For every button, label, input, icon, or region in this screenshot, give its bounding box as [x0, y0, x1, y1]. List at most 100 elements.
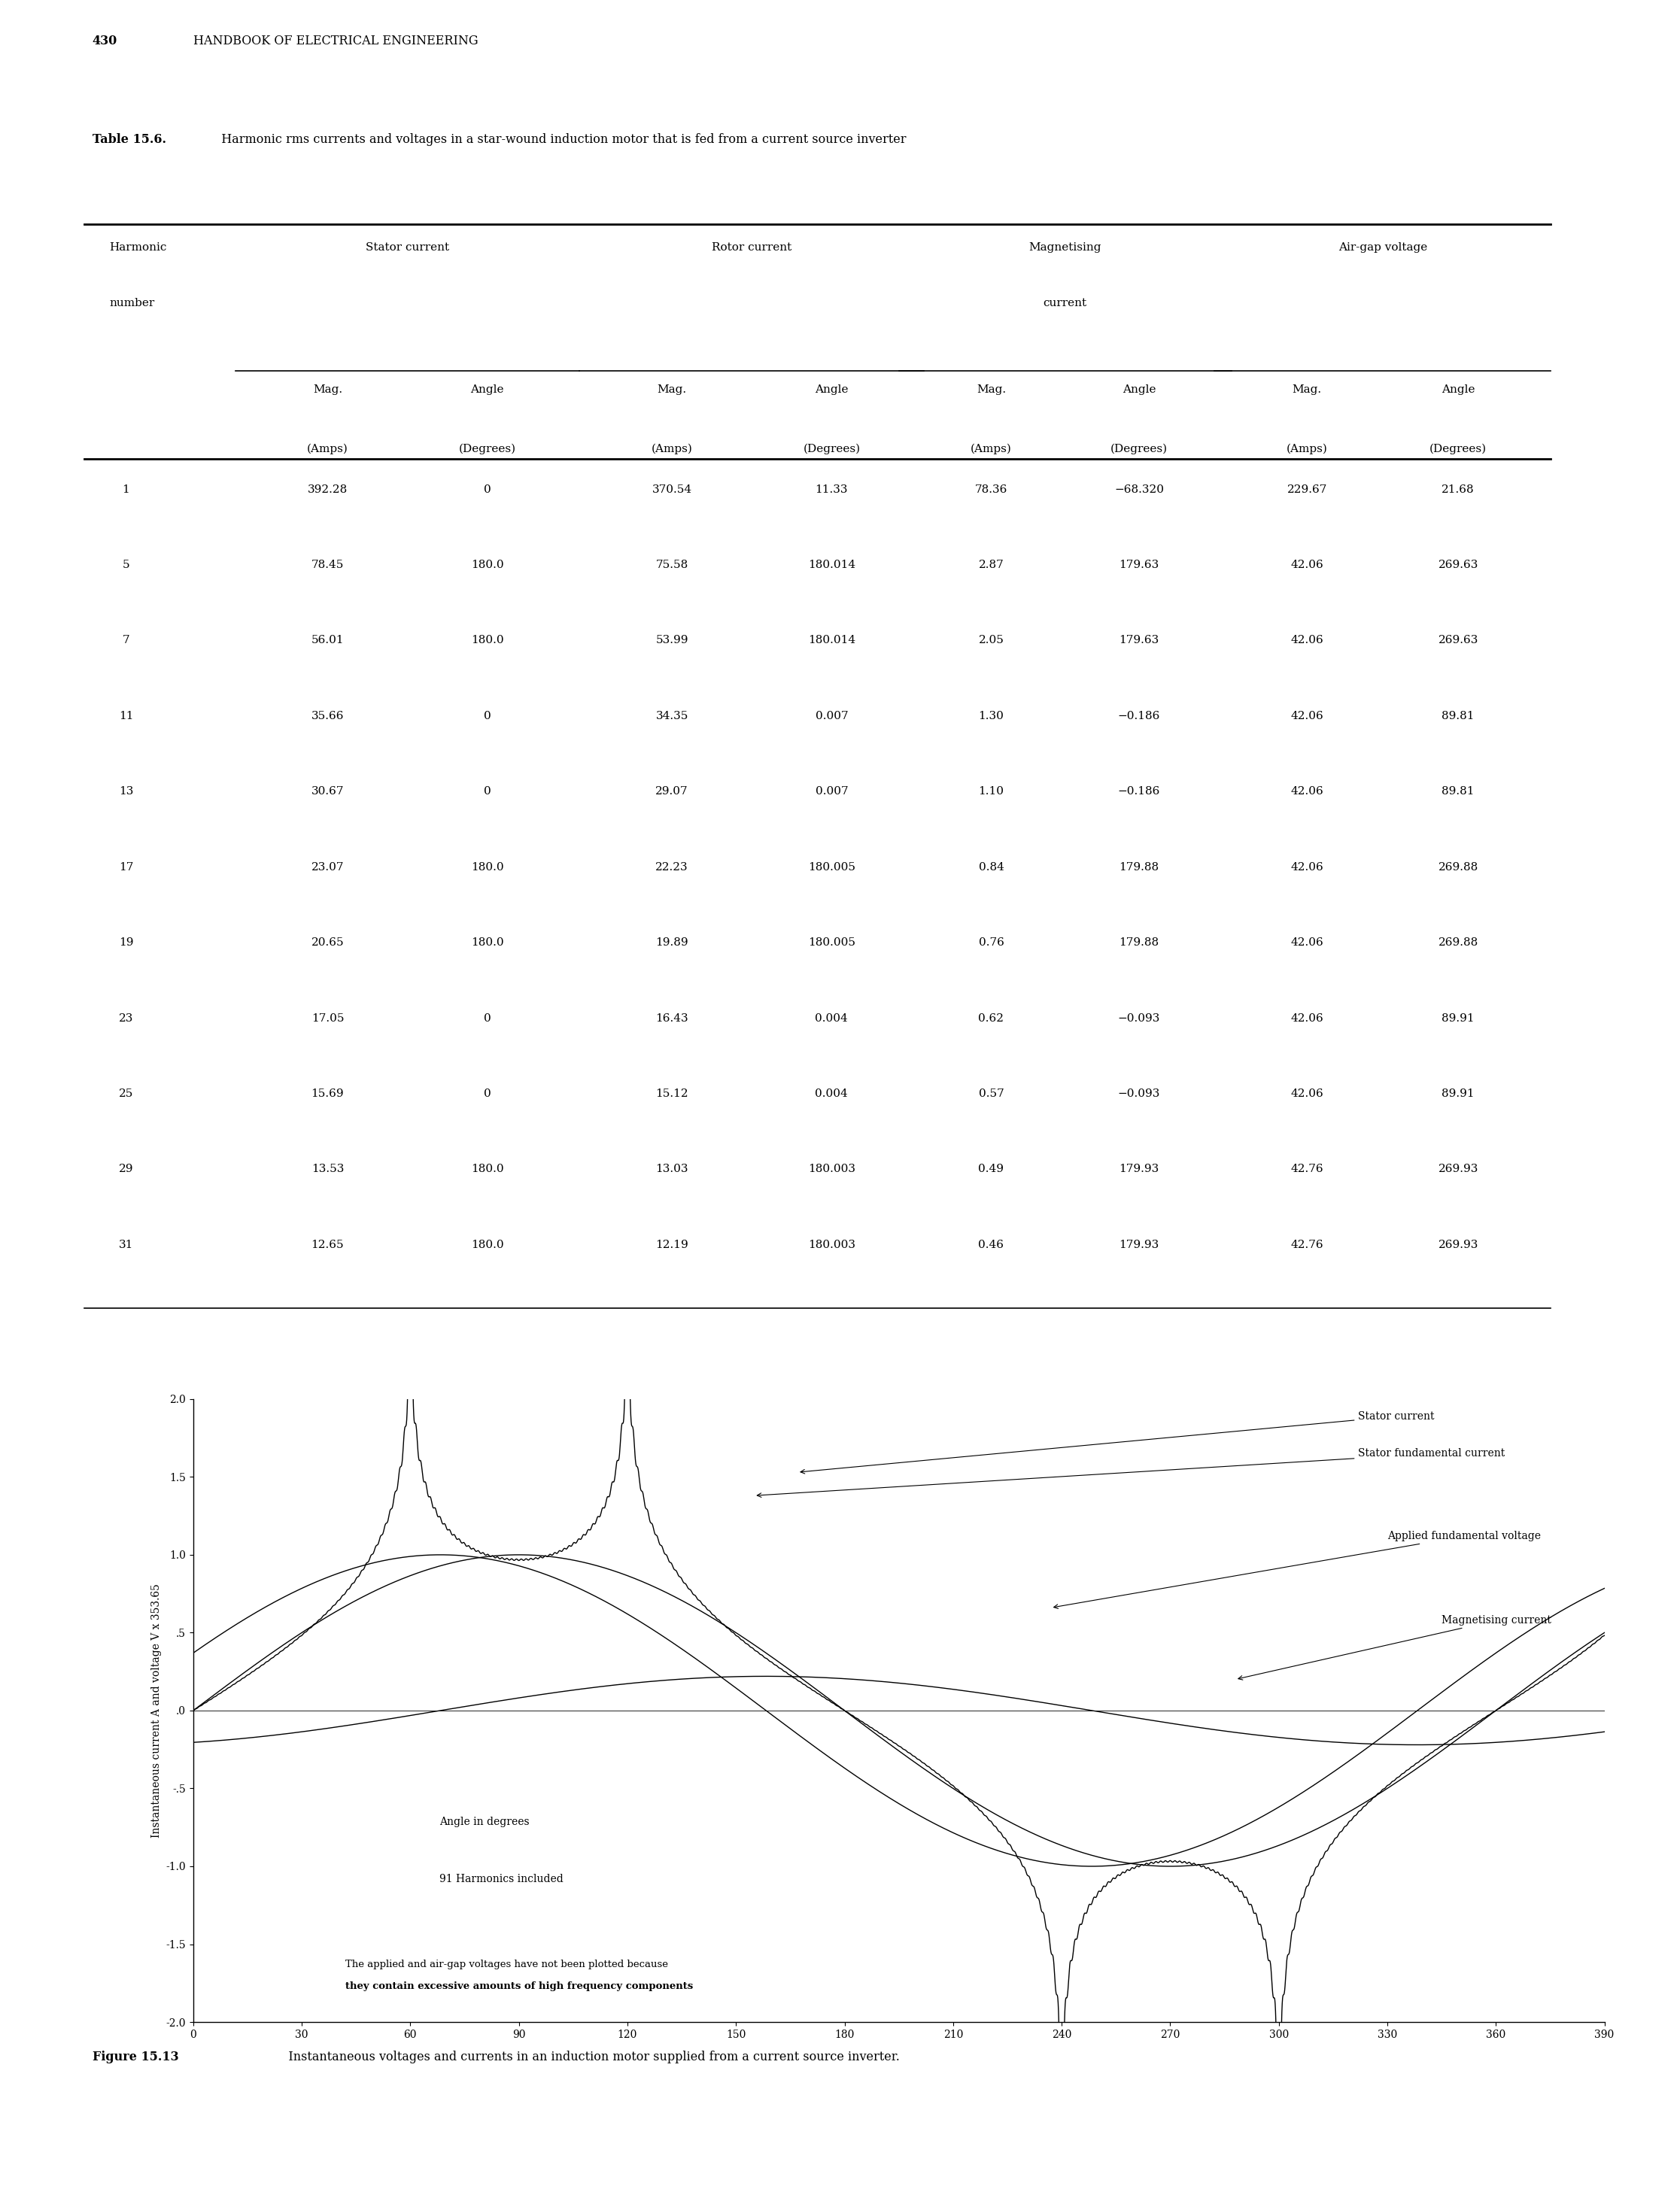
Text: 269.63: 269.63: [1438, 560, 1478, 571]
Text: (Amps): (Amps): [307, 444, 348, 455]
Text: current: current: [1043, 297, 1087, 308]
Text: 78.45: 78.45: [311, 560, 344, 571]
Text: 21.68: 21.68: [1441, 483, 1475, 494]
Text: 22.23: 22.23: [655, 861, 689, 872]
Text: 42.06: 42.06: [1290, 938, 1324, 949]
Text: 42.76: 42.76: [1290, 1163, 1324, 1174]
Text: Mag.: Mag.: [312, 385, 343, 396]
Text: 180.0: 180.0: [470, 1239, 504, 1250]
Text: 89.91: 89.91: [1441, 1089, 1475, 1100]
Text: 78.36: 78.36: [974, 483, 1008, 494]
Text: Angle: Angle: [1122, 385, 1156, 396]
Text: 12.65: 12.65: [311, 1239, 344, 1250]
Text: Angle: Angle: [1441, 385, 1475, 396]
Text: (Degrees): (Degrees): [459, 444, 516, 455]
Text: 269.63: 269.63: [1438, 636, 1478, 645]
Text: −0.186: −0.186: [1117, 787, 1161, 796]
Text: 0: 0: [484, 483, 491, 494]
Text: 180.0: 180.0: [470, 560, 504, 571]
Text: Angle: Angle: [470, 385, 504, 396]
Text: (Amps): (Amps): [652, 444, 692, 455]
Text: 0.004: 0.004: [815, 1012, 848, 1023]
Text: 1.30: 1.30: [978, 710, 1005, 721]
Text: 0: 0: [484, 1012, 491, 1023]
Text: 19.89: 19.89: [655, 938, 689, 949]
Text: Stator current: Stator current: [800, 1410, 1435, 1473]
Text: 0.84: 0.84: [978, 861, 1005, 872]
Text: (Degrees): (Degrees): [1430, 444, 1487, 455]
Text: Angle in degrees: Angle in degrees: [438, 1817, 529, 1827]
Text: Air-gap voltage: Air-gap voltage: [1339, 243, 1426, 254]
Text: 15.12: 15.12: [655, 1089, 689, 1100]
Text: 430: 430: [92, 35, 118, 48]
Text: 89.91: 89.91: [1441, 1012, 1475, 1023]
Text: 0.004: 0.004: [815, 1089, 848, 1100]
Text: 180.0: 180.0: [470, 938, 504, 949]
Text: 1.10: 1.10: [978, 787, 1005, 796]
Text: 42.06: 42.06: [1290, 636, 1324, 645]
Text: 23.07: 23.07: [311, 861, 344, 872]
Text: 29.07: 29.07: [655, 787, 689, 796]
Text: 42.06: 42.06: [1290, 710, 1324, 721]
Text: −0.093: −0.093: [1117, 1089, 1161, 1100]
Text: 31: 31: [119, 1239, 133, 1250]
Text: 269.93: 269.93: [1438, 1163, 1478, 1174]
Text: 7: 7: [123, 636, 129, 645]
Text: 13: 13: [119, 787, 133, 796]
Text: 229.67: 229.67: [1287, 483, 1327, 494]
Text: (Degrees): (Degrees): [803, 444, 860, 455]
Text: 42.06: 42.06: [1290, 1012, 1324, 1023]
Text: 0.57: 0.57: [978, 1089, 1005, 1100]
Y-axis label: Instantaneous current A and voltage V x 353.65: Instantaneous current A and voltage V x …: [151, 1583, 161, 1838]
Text: 20.65: 20.65: [311, 938, 344, 949]
Text: 5: 5: [123, 560, 129, 571]
Text: 15.69: 15.69: [311, 1089, 344, 1100]
Text: 180.014: 180.014: [808, 560, 855, 571]
Text: 35.66: 35.66: [311, 710, 344, 721]
Text: 75.58: 75.58: [655, 560, 689, 571]
Text: 179.93: 179.93: [1119, 1163, 1159, 1174]
Text: HANDBOOK OF ELECTRICAL ENGINEERING: HANDBOOK OF ELECTRICAL ENGINEERING: [193, 35, 479, 48]
Text: they contain excessive amounts of high frequency components: they contain excessive amounts of high f…: [344, 1981, 692, 1991]
Text: 2.05: 2.05: [978, 636, 1005, 645]
Text: Instantaneous voltages and currents in an induction motor supplied from a curren: Instantaneous voltages and currents in a…: [277, 2050, 900, 2064]
Text: 29: 29: [119, 1163, 133, 1174]
Text: 13.03: 13.03: [655, 1163, 689, 1174]
Text: −68.320: −68.320: [1114, 483, 1164, 494]
Text: 11.33: 11.33: [815, 483, 848, 494]
Text: The applied and air-gap voltages have not been plotted because: The applied and air-gap voltages have no…: [344, 1961, 669, 1970]
Text: 0: 0: [484, 787, 491, 796]
Text: 1: 1: [123, 483, 129, 494]
Text: Stator current: Stator current: [366, 243, 449, 254]
Text: 180.0: 180.0: [470, 636, 504, 645]
Text: 0.76: 0.76: [978, 938, 1005, 949]
Text: Table 15.6.: Table 15.6.: [92, 133, 166, 146]
Text: 53.99: 53.99: [655, 636, 689, 645]
Text: −0.186: −0.186: [1117, 710, 1161, 721]
Text: Harmonic rms currents and voltages in a star-wound induction motor that is fed f: Harmonic rms currents and voltages in a …: [213, 133, 906, 146]
Text: 89.81: 89.81: [1441, 710, 1475, 721]
Text: 180.005: 180.005: [808, 938, 855, 949]
Text: −0.093: −0.093: [1117, 1012, 1161, 1023]
Text: 0.62: 0.62: [978, 1012, 1005, 1023]
Text: 0.007: 0.007: [815, 710, 848, 721]
Text: 42.06: 42.06: [1290, 1089, 1324, 1100]
Text: 19: 19: [119, 938, 133, 949]
Text: 180.014: 180.014: [808, 636, 855, 645]
Text: 0: 0: [484, 710, 491, 721]
Text: Figure 15.13: Figure 15.13: [92, 2050, 178, 2064]
Text: 180.0: 180.0: [470, 861, 504, 872]
Text: 42.06: 42.06: [1290, 787, 1324, 796]
Text: 89.81: 89.81: [1441, 787, 1475, 796]
Text: 17.05: 17.05: [311, 1012, 344, 1023]
Text: 0.49: 0.49: [978, 1163, 1005, 1174]
Text: 25: 25: [119, 1089, 133, 1100]
Text: Applied fundamental voltage: Applied fundamental voltage: [1053, 1530, 1541, 1609]
Text: 179.88: 179.88: [1119, 861, 1159, 872]
Text: 180.003: 180.003: [808, 1163, 855, 1174]
Text: 269.88: 269.88: [1438, 938, 1478, 949]
Text: 42.06: 42.06: [1290, 560, 1324, 571]
Text: 91 Harmonics included: 91 Harmonics included: [438, 1873, 563, 1884]
Text: 42.76: 42.76: [1290, 1239, 1324, 1250]
Text: 11: 11: [119, 710, 133, 721]
